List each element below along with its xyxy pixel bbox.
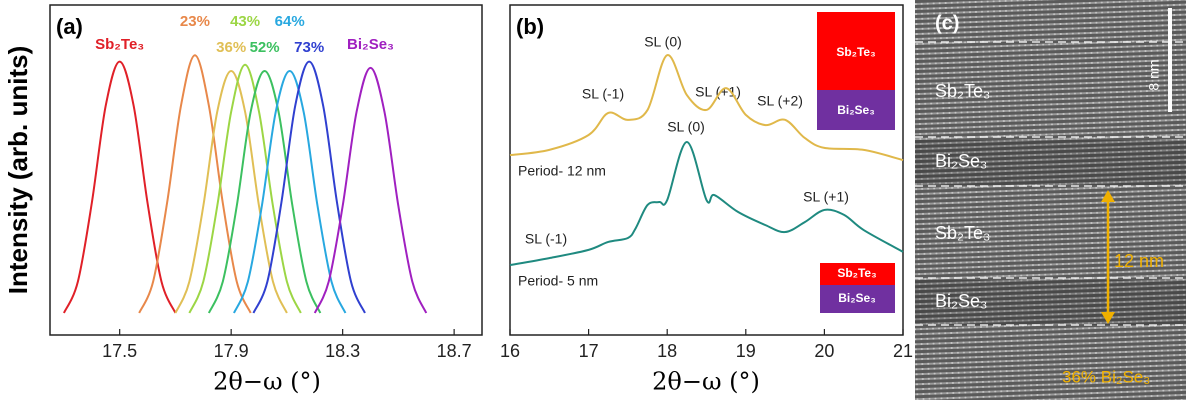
x-tick-label: 18 xyxy=(657,341,677,361)
inset-label: Sb₂Te₃ xyxy=(836,45,875,59)
interfaces xyxy=(915,41,1186,326)
curve xyxy=(233,69,347,314)
layer-label: Sb₂Te₃ xyxy=(935,223,990,243)
panel-label: (a) xyxy=(56,14,83,39)
inset-layer xyxy=(817,12,895,90)
plot-frame xyxy=(509,4,904,336)
inset-layer xyxy=(817,90,895,130)
inset-label: Sb₂Te₃ xyxy=(837,266,876,280)
inset-layer xyxy=(820,285,895,313)
series-label: 73% xyxy=(294,39,324,56)
annotation: Period- 12 nm xyxy=(518,163,606,179)
panel-label: (c) xyxy=(935,12,959,34)
scale-label: 8 nm xyxy=(1146,59,1162,90)
annotation: SL (-1) xyxy=(582,86,624,102)
series-label: 52% xyxy=(250,39,280,56)
inset-label: Bi₂Se₃ xyxy=(837,103,875,117)
period-label: 12 nm xyxy=(1114,251,1164,271)
x-tick-label: 16 xyxy=(500,341,520,361)
series-label: Sb₂Te₃ xyxy=(95,36,144,53)
y-axis-label: Intensity (arb. units) xyxy=(3,46,33,294)
inset-layer xyxy=(820,263,895,285)
annotation: SL (+2) xyxy=(757,93,803,109)
composition-label: 36% Bi₂Se₃ xyxy=(1062,367,1150,386)
curve xyxy=(252,60,366,314)
layer-label: Bi₂Se₃ xyxy=(935,291,987,311)
annotation: SL (-1) xyxy=(525,231,567,247)
x-tick-label: 20 xyxy=(814,341,834,361)
layer-shade xyxy=(915,280,1186,325)
annotation: Period- 5 nm xyxy=(518,273,598,289)
annotation: SL (+1) xyxy=(803,189,849,205)
series-label: 64% xyxy=(275,13,305,30)
annotation: SL (0) xyxy=(644,34,682,50)
curve xyxy=(509,54,904,162)
series-label: 43% xyxy=(230,13,260,30)
series-label: 23% xyxy=(180,13,210,30)
x-axis-label: 2θ−ω (°) xyxy=(652,368,760,396)
plot-frame xyxy=(49,4,483,336)
annotation: SL (0) xyxy=(667,119,705,135)
curve xyxy=(63,60,177,314)
tem-panel: (c) Sb₂Te₃ Bi₂Se₃ Sb₂Te₃ Bi₂Se₃ 8 nm 12 … xyxy=(915,0,1186,400)
x-tick-label: 17.9 xyxy=(214,341,249,361)
x-axis-label: 2θ−ω (°) xyxy=(213,368,321,396)
curve xyxy=(188,63,302,314)
layer-shade xyxy=(915,140,1186,185)
series-label: Bi₂Se₃ xyxy=(347,36,394,53)
panel-label: (b) xyxy=(516,14,544,39)
annotation: SL (+1) xyxy=(695,84,741,100)
x-tick-label: 18.7 xyxy=(437,341,472,361)
curve xyxy=(509,140,904,267)
curve xyxy=(207,69,322,314)
x-tick-label: 17 xyxy=(579,341,599,361)
inset-label: Bi₂Se₃ xyxy=(838,291,876,305)
x-tick-label: 18.3 xyxy=(325,341,360,361)
curve xyxy=(138,54,252,314)
x-tick-label: 21 xyxy=(893,341,913,361)
curve xyxy=(174,69,288,314)
curve xyxy=(313,66,428,314)
series-label: 36% xyxy=(216,39,246,56)
x-tick-label: 17.5 xyxy=(102,341,137,361)
tem-image xyxy=(915,0,1186,400)
x-tick-label: 19 xyxy=(736,341,756,361)
layer-label: Sb₂Te₃ xyxy=(935,81,990,101)
layer-label: Bi₂Se₃ xyxy=(935,151,987,171)
